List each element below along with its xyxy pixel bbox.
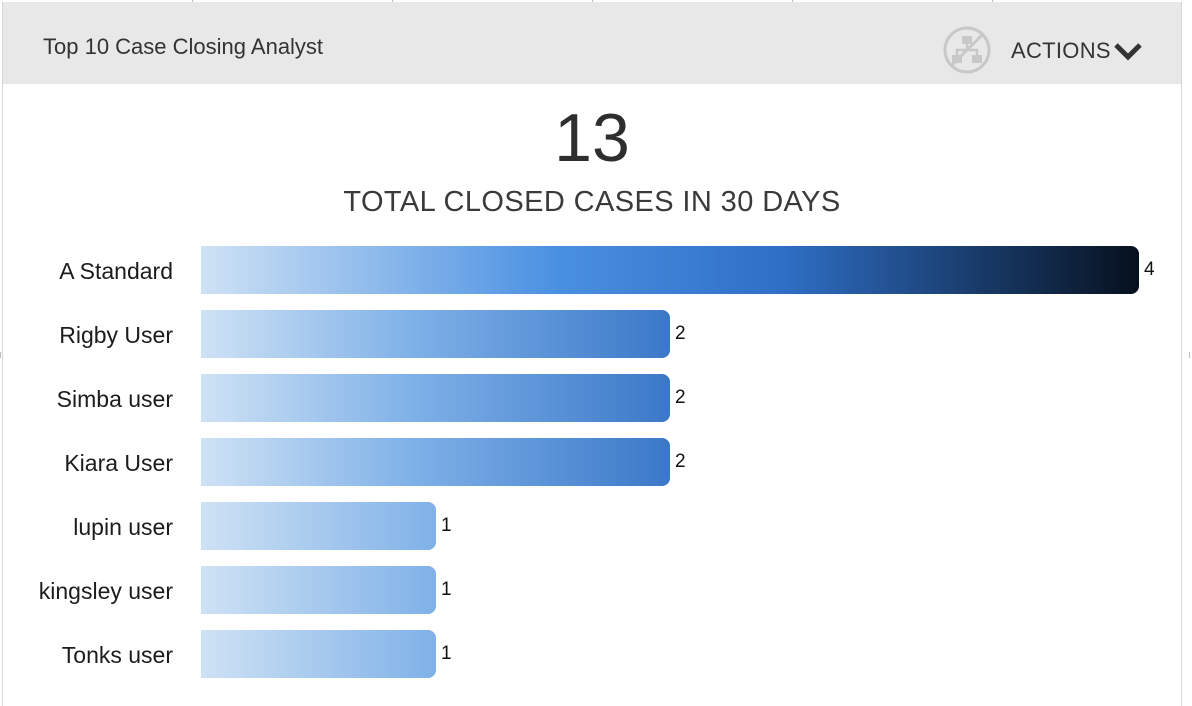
bar[interactable]: [201, 374, 670, 422]
total-count: 13: [554, 100, 630, 176]
bar-category-label: kingsley user: [38, 578, 173, 604]
top-edge-marks: [0, 0, 1192, 2]
bar-value-label: 1: [441, 643, 452, 664]
total-count-label: TOTAL CLOSED CASES IN 30 DAYS: [343, 186, 841, 218]
chevron-down-icon: [1114, 43, 1142, 61]
actions-dropdown-button[interactable]: ACTIONS: [1011, 36, 1143, 66]
bar-value-label: 1: [441, 579, 452, 600]
bar-value-label: 4: [1144, 259, 1155, 280]
bar-value-label: 2: [675, 323, 686, 344]
widget-header: Top 10 Case Closing Analyst ACTIONS: [3, 2, 1181, 84]
left-edge-mark: [0, 352, 1, 358]
bar-value-label: 2: [675, 387, 686, 408]
bar-category-label: lupin user: [73, 514, 173, 540]
bar-chart: A Standard 4 Rigby User 2 Simba user 2 Kiara U…: [3, 2, 1181, 706]
bar-category-label: A Standard: [59, 258, 173, 284]
sitemap-disabled-icon[interactable]: [943, 26, 991, 74]
bar[interactable]: [201, 502, 436, 550]
actions-label: ACTIONS: [1011, 38, 1111, 63]
bar[interactable]: [201, 438, 670, 486]
bar-value-label: 1: [441, 515, 452, 536]
bar[interactable]: [201, 246, 1139, 294]
bar-category-label: Tonks user: [61, 642, 173, 668]
bar-category-label: Simba user: [56, 386, 173, 412]
widget-title: Top 10 Case Closing Analyst: [43, 34, 324, 59]
bar[interactable]: [201, 310, 670, 358]
right-edge-mark: [1189, 352, 1190, 358]
bar-category-label: Rigby User: [59, 322, 173, 348]
bar[interactable]: [201, 566, 436, 614]
bar-value-label: 2: [675, 451, 686, 472]
bar[interactable]: [201, 630, 436, 678]
bar-category-label: Kiara User: [64, 450, 173, 476]
